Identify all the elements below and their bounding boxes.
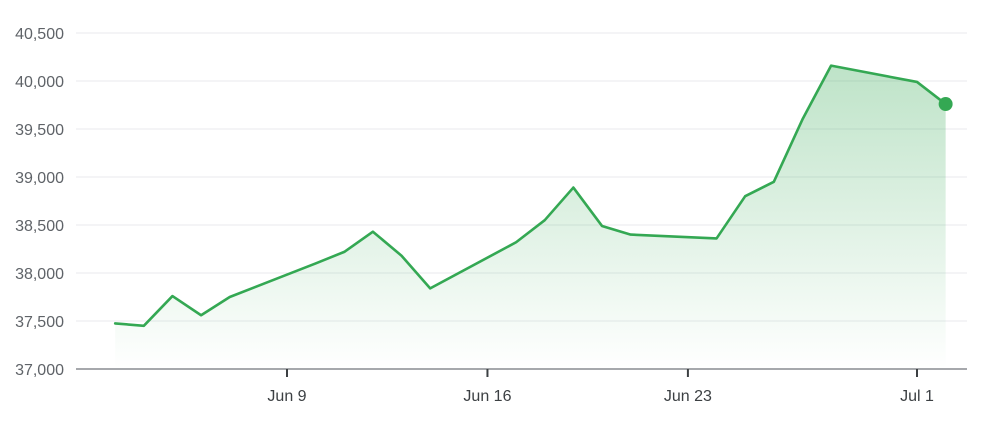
- y-tick-label: 39,000: [15, 170, 64, 187]
- series-line-layer: [113, 64, 953, 328]
- y-tick-label: 40,000: [15, 74, 64, 91]
- y-tick-label: 38,500: [15, 218, 64, 235]
- area-fill: [115, 65, 946, 369]
- x-tick-label: Jun 16: [463, 388, 511, 405]
- x-tick-label: Jun 9: [267, 388, 306, 405]
- x-tick-label: Jun 23: [664, 388, 712, 405]
- y-axis-ticks: 37,000 37,500 38,000 38,500 39,000 39,500 40,0…: [15, 26, 64, 379]
- x-tick-label: Jul 1: [900, 388, 934, 405]
- y-tick-label: 37,500: [15, 314, 64, 331]
- area-fill-path: [115, 65, 946, 369]
- last-point-marker[interactable]: [938, 97, 953, 112]
- y-tick-label: 40,500: [15, 26, 64, 43]
- y-tick-label: 37,000: [15, 362, 64, 379]
- y-tick-label: 39,500: [15, 122, 64, 139]
- gridlines: [76, 32, 967, 322]
- series-line: [113, 64, 947, 328]
- x-axis-ticks: Jun 9 Jun 16 Jun 23 Jul 1: [267, 369, 934, 405]
- y-tick-label: 38,000: [15, 266, 64, 283]
